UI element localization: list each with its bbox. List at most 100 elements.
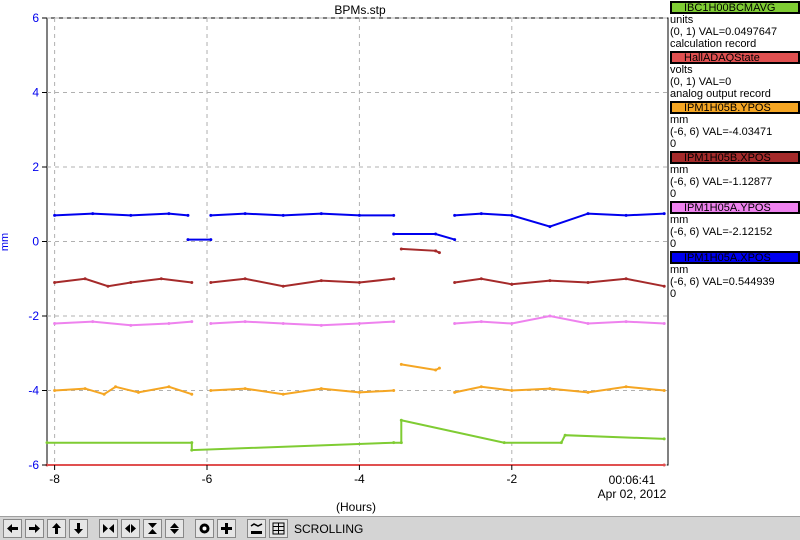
chart-area: -8 -6 -4 -2 -6 -4 -2 0 2 4 6 BPMs.stp mm (Hours) 0… [0, 3, 669, 514]
legend-swatch[interactable]: IPM1H05B.XPOS [670, 151, 800, 164]
timestamp-date: Apr 02, 2012 [598, 487, 667, 501]
data-point [190, 448, 194, 452]
data-point [357, 390, 361, 394]
legend-entry: HallADAQState volts (0, 1) VAL=0 analog out… [670, 51, 800, 100]
series-line [47, 419, 665, 452]
plus-icon [221, 523, 232, 534]
zoom-out-y-button[interactable] [165, 519, 184, 538]
data-point [662, 284, 666, 288]
legend-detail: (0, 1) VAL=0.0497647 [670, 26, 778, 38]
y-tick-label: 0 [32, 235, 39, 249]
data-point [392, 213, 396, 217]
data-point [662, 437, 666, 441]
data-point [190, 392, 194, 396]
grid-button[interactable] [269, 519, 288, 538]
data-point [243, 277, 247, 281]
x-tick-label: -4 [354, 472, 365, 486]
data-point [186, 238, 190, 242]
y-tick-label: -6 [28, 458, 39, 472]
data-point [106, 284, 110, 288]
scroll-right-button[interactable] [25, 519, 44, 538]
y-tick-label: -4 [28, 384, 39, 398]
data-point [281, 392, 285, 396]
data-point [319, 323, 323, 327]
legend-detail: mm [670, 214, 689, 226]
legend-detail: 0 [670, 238, 677, 250]
data-point [434, 249, 438, 253]
data-point [53, 213, 57, 217]
zoom-out-x-button[interactable] [121, 519, 140, 538]
arrow-down-icon [74, 523, 83, 534]
data-point [586, 212, 590, 216]
axes: -8 -6 -4 -2 -6 -4 -2 0 2 4 6 [28, 11, 517, 486]
data-point [102, 392, 106, 396]
stagger-button[interactable] [247, 519, 266, 538]
data-point [510, 389, 514, 392]
data-point [281, 213, 285, 217]
data-point [624, 213, 628, 217]
legend-detail: volts [670, 64, 693, 76]
series-line [210, 277, 394, 288]
autoscale-button[interactable] [195, 519, 214, 538]
data-point [129, 280, 133, 284]
scroll-up-button[interactable] [47, 519, 66, 538]
data-point [548, 387, 552, 391]
data-point [624, 385, 628, 389]
data-point [548, 314, 552, 318]
data-point [586, 280, 590, 284]
data-point [136, 390, 140, 394]
series-IPM1H05A.YPOS [53, 314, 666, 327]
data-point [45, 441, 49, 445]
data-point [479, 277, 483, 281]
data-point [357, 280, 361, 284]
data-point [357, 213, 361, 217]
legend-swatch[interactable]: HallADAQState [670, 51, 800, 64]
data-point [479, 385, 483, 389]
timestamp-time: 00:06:41 [609, 473, 656, 487]
legend-detail: (0, 1) VAL=0 [670, 76, 732, 88]
data-point [167, 385, 171, 389]
data-point [479, 212, 483, 216]
data-point [392, 389, 396, 392]
data-point [209, 280, 213, 284]
legend-swatch[interactable]: IPM1H05A.YPOS [670, 201, 800, 214]
legend-detail: analog output record [670, 88, 771, 100]
add-button[interactable] [217, 519, 236, 538]
legend-swatch[interactable]: IBC1H00BCMAVG [670, 1, 800, 14]
data-point [392, 277, 396, 281]
data-point [319, 212, 323, 216]
scroll-down-button[interactable] [69, 519, 88, 538]
zoom-in-x-button[interactable] [99, 519, 118, 538]
data-point [281, 321, 285, 325]
data-point [319, 279, 323, 283]
y-tick-label: 4 [32, 86, 39, 100]
data-point [510, 282, 514, 286]
legend-detail: (-6, 6) VAL=-1.12877 [670, 176, 773, 188]
legend-detail: 0 [670, 138, 677, 150]
scroll-left-button[interactable] [3, 519, 22, 538]
data-point [548, 225, 552, 229]
legend-detail: mm [670, 264, 689, 276]
series-IBC1H00BCMAVG [45, 418, 666, 452]
data-point [209, 389, 213, 392]
data-point [319, 387, 323, 391]
data-point [53, 389, 57, 392]
legend-detail: mm [670, 164, 689, 176]
legend-entry: IPM1H05A.YPOS mm (-6, 6) VAL=-2.12152 0 [670, 201, 800, 250]
data-point [209, 321, 213, 325]
data-point [114, 385, 118, 389]
data-point [167, 212, 171, 216]
circle-target-icon [199, 523, 210, 534]
series-line [210, 320, 394, 327]
y-tick-label: 6 [32, 11, 39, 25]
data-point [190, 441, 194, 445]
y-tick-label: 2 [32, 160, 39, 174]
legend-swatch[interactable]: IPM1H05B.YPOS [670, 101, 800, 114]
x-tick-label: -6 [202, 472, 213, 486]
legend-detail: units [670, 14, 694, 26]
legend-swatch[interactable]: IPM1H05A.XPOS [670, 251, 800, 264]
series-line [210, 387, 394, 396]
y-axis-label: mm [0, 233, 11, 251]
zoom-in-y-button[interactable] [143, 519, 162, 538]
data-point [357, 321, 361, 325]
